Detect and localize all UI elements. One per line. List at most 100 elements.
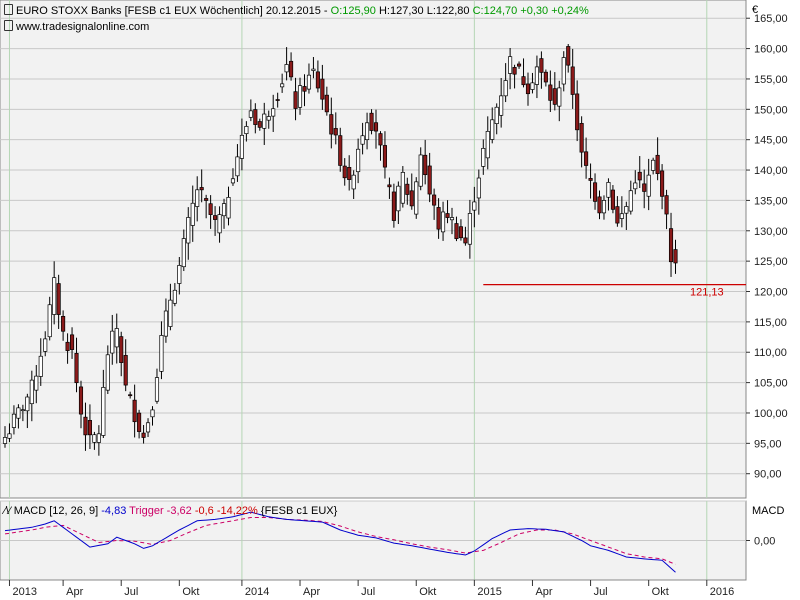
- candle-body: [409, 190, 414, 207]
- watermark-text: www.tradesignalonline.com: [16, 21, 150, 33]
- candle-body: [16, 407, 21, 419]
- price-tick-label: 160,00: [754, 44, 788, 56]
- time-axis: 2013 Apr Jul Okt 2014 Apr Jul Okt 2015 Apr Jul Okt 2…: [0, 579, 746, 598]
- candle-body: [213, 215, 218, 220]
- candle-body: [387, 184, 392, 188]
- candle-body: [436, 207, 441, 230]
- price-tick-label: 150,00: [754, 104, 788, 116]
- diff-value: -0,6: [194, 505, 214, 517]
- candle-body: [490, 119, 495, 140]
- candle-body: [441, 211, 446, 233]
- candle-body: [673, 249, 678, 264]
- currency-label: €: [752, 4, 759, 16]
- candle-body: [65, 341, 70, 351]
- candle-body: [628, 190, 633, 212]
- candle-body: [204, 198, 209, 201]
- candle-body: [333, 128, 338, 136]
- macd-series: [4, 511, 676, 573]
- candle-body: [338, 135, 343, 166]
- candle-body: [230, 178, 236, 184]
- candle-body: [2, 437, 8, 444]
- candle-body: [43, 338, 48, 352]
- candle-body: [311, 68, 316, 71]
- macd-label: MACD [12, 26, 9]: [13, 505, 99, 517]
- candle-body: [172, 289, 177, 304]
- low-value: L:122,80: [426, 5, 470, 17]
- candle-body: [485, 130, 490, 159]
- candle-body: [105, 354, 110, 391]
- instrument-info: EURO STOXX Banks [FESB c1 EUX Wöchentlic…: [16, 5, 331, 17]
- high-value: H:127,30: [378, 5, 424, 17]
- watermark: www.tradesignalonline.com: [4, 20, 149, 34]
- candle-body: [154, 377, 160, 402]
- candle-body: [275, 99, 280, 101]
- candle-body: [320, 78, 325, 100]
- price-tick-label: 90,00: [754, 469, 782, 481]
- candlestick-series: [2, 44, 678, 456]
- candle-body: [248, 110, 253, 118]
- candle-body: [516, 63, 522, 67]
- change-value: +0,30: [520, 5, 549, 17]
- candle-body: [548, 84, 553, 101]
- candle-body: [463, 237, 468, 244]
- time-tick-label: 2016: [710, 586, 734, 598]
- candle-body: [150, 409, 155, 418]
- candle-body: [289, 60, 294, 78]
- price-tick-label: 125,00: [754, 256, 788, 268]
- candle-body: [119, 336, 124, 363]
- open-value: O:125,90: [330, 5, 376, 17]
- candle-body: [56, 283, 61, 315]
- candle-body: [472, 201, 477, 211]
- time-tick-label: Apr: [535, 586, 552, 598]
- price-tick-label: 130,00: [754, 226, 788, 238]
- candle-body: [525, 83, 531, 95]
- candle-body: [293, 91, 298, 109]
- time-tick-label: Apr: [66, 586, 83, 598]
- candle-body: [38, 355, 43, 377]
- price-tick-label: 105,00: [754, 378, 788, 390]
- candle-body: [123, 355, 128, 386]
- candle-body: [414, 181, 419, 215]
- candle-body: [494, 106, 499, 124]
- candle-body: [405, 183, 410, 195]
- macd-axis-title: MACD: [752, 505, 785, 517]
- candle-body: [499, 95, 504, 116]
- support-level-label: 121,13: [690, 287, 724, 299]
- candle-body: [132, 399, 137, 423]
- price-tick-label: 115,00: [754, 317, 787, 329]
- candle-body: [128, 394, 133, 397]
- candle-body: [400, 171, 405, 204]
- candle-body: [61, 316, 66, 332]
- candle-body: [651, 159, 656, 171]
- price-tick-label: 135,00: [754, 195, 788, 207]
- candle-body: [570, 66, 575, 95]
- candle-body: [177, 265, 182, 284]
- candle-body: [382, 145, 388, 168]
- candle-body: [646, 174, 651, 197]
- indicator-icon[interactable]: ⁄\⁄: [4, 505, 11, 517]
- candle-body: [521, 76, 526, 86]
- candle-body: [615, 206, 620, 224]
- candle-body: [449, 217, 455, 221]
- candle-body: [610, 189, 615, 210]
- candle-body: [365, 122, 370, 141]
- macd-tick-label: 0,00: [754, 536, 775, 548]
- price-tick-label: 155,00: [754, 74, 788, 86]
- diff-percent: -14,22%: [216, 505, 258, 517]
- candle-body: [280, 83, 285, 88]
- price-plot-area[interactable]: [0, 0, 747, 499]
- price-tick-label: 95,00: [754, 438, 782, 450]
- candle-body: [619, 213, 624, 219]
- candle-body: [637, 171, 642, 181]
- price-tick-label: 140,00: [754, 165, 788, 177]
- candle-body: [543, 71, 548, 83]
- candle-body: [284, 64, 289, 73]
- candle-body: [163, 310, 168, 337]
- candle-body: [369, 112, 374, 131]
- settings-icon[interactable]: [4, 4, 13, 15]
- settings-icon[interactable]: [4, 20, 13, 31]
- candle-body: [87, 420, 92, 436]
- candle-body: [633, 182, 638, 190]
- macd-axis: 0,00: [746, 536, 775, 548]
